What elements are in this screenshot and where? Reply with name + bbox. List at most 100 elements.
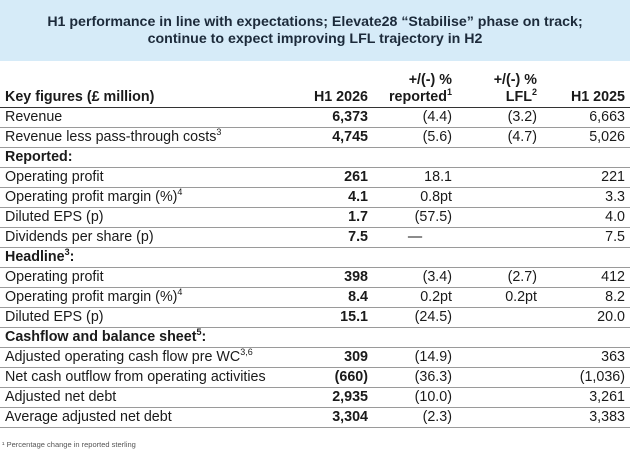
table-row: Net cash outflow from operating activiti… [0, 367, 630, 388]
cell-h1-2025: 20.0 [542, 307, 630, 328]
cell-lfl [457, 167, 542, 188]
header-lfl-sup: 2 [531, 86, 537, 97]
cell-h1-2025: 3,261 [542, 387, 630, 408]
section-title-suffix: : [69, 248, 75, 265]
header-h1-2025: H1 2025 [542, 67, 630, 108]
header-key-figures: Key figures (£ million) [0, 67, 290, 108]
cell-h1-2025: 4.0 [542, 207, 630, 228]
section-header-row: Headline3: [0, 246, 630, 268]
cell-lfl [457, 227, 542, 248]
section-header-row: Reported: [0, 146, 630, 168]
section-title-suffix: : [201, 328, 207, 345]
row-label: Diluted EPS (p) [0, 207, 290, 228]
row-label: Adjusted net debt [0, 387, 290, 408]
cell-reported: (2.3) [373, 407, 457, 428]
cell-h1-2026: (660) [290, 367, 373, 388]
row-label-text: Operating profit [5, 268, 104, 285]
row-label-text: Average adjusted net debt [5, 408, 172, 425]
section-title: Reported: [0, 146, 630, 168]
section-title: Headline3: [0, 246, 630, 268]
row-label: Operating profit margin (%)4 [0, 287, 290, 308]
cell-h1-2026: 4,745 [290, 127, 373, 148]
cell-h1-2026: 309 [290, 347, 373, 368]
headline-banner: H1 performance in line with expectations… [0, 0, 630, 61]
cell-h1-2025: 8.2 [542, 287, 630, 308]
section-title-sup: 3 [64, 247, 70, 257]
cell-h1-2026: 2,935 [290, 387, 373, 408]
table-row: Operating profit 398 (3.4) (2.7) 412 [0, 267, 630, 288]
footnote: ¹ Percentage change in reported sterling [2, 440, 136, 449]
row-label-text: Operating profit margin (%) [5, 188, 178, 205]
table-row: Operating profit margin (%)4 8.4 0.2pt 0.2p… [0, 287, 630, 308]
row-label-sup: 3,6 [240, 347, 253, 357]
cell-reported: (5.6) [373, 127, 457, 148]
cell-lfl [457, 187, 542, 208]
cell-h1-2025: 6,663 [542, 107, 630, 128]
row-label-text: Diluted EPS (p) [5, 308, 104, 325]
row-label: Operating profit [0, 167, 290, 188]
header-reported-sup: 1 [446, 86, 452, 97]
cell-h1-2026: 1.7 [290, 207, 373, 228]
header-reported-line2: reported [388, 88, 447, 105]
row-label-text: Operating profit margin (%) [5, 288, 178, 305]
cell-h1-2026: 15.1 [290, 307, 373, 328]
table-row: Revenue 6,373 (4.4) (3.2) 6,663 [0, 107, 630, 128]
header-lfl: +/(-) % LFL2 [457, 67, 542, 108]
cell-reported: (3.4) [373, 267, 457, 288]
row-label-text: Adjusted net debt [5, 388, 117, 405]
cell-h1-2025: 363 [542, 347, 630, 368]
cell-lfl: (4.7) [457, 127, 542, 148]
cell-reported: — [373, 227, 457, 248]
table-body: Revenue 6,373 (4.4) (3.2) 6,663 Revenue less … [0, 107, 630, 428]
cell-h1-2025: 3.3 [542, 187, 630, 208]
cell-reported: 18.1 [373, 167, 457, 188]
header-reported: +/(-) % reported1 [373, 67, 457, 108]
row-label: Net cash outflow from operating activiti… [0, 367, 290, 388]
header-reported-line1: +/(-) % [408, 71, 452, 88]
cell-h1-2025: 3,383 [542, 407, 630, 428]
table-row: Diluted EPS (p) 15.1 (24.5) 20.0 [0, 307, 630, 328]
table-header-row: Key figures (£ million) H1 2026 +/(-) % r… [0, 67, 630, 108]
table-row: Revenue less pass-through costs3 4,745 (5.… [0, 127, 630, 148]
cell-h1-2026: 3,304 [290, 407, 373, 428]
row-label-sup: 4 [177, 287, 183, 297]
cell-reported: (24.5) [373, 307, 457, 328]
cell-lfl: (2.7) [457, 267, 542, 288]
key-figures-table: Key figures (£ million) H1 2026 +/(-) % r… [0, 67, 630, 428]
row-label-text: Revenue [5, 108, 63, 125]
section-header-row: Cashflow and balance sheet5: [0, 326, 630, 348]
cell-lfl: (3.2) [457, 107, 542, 128]
cell-h1-2026: 7.5 [290, 227, 373, 248]
row-label: Dividends per share (p) [0, 227, 290, 248]
row-label: Operating profit margin (%)4 [0, 187, 290, 208]
banner-line-2: continue to expect improving LFL traject… [147, 30, 483, 47]
row-label: Revenue less pass-through costs3 [0, 127, 290, 148]
cell-reported: 0.8pt [373, 187, 457, 208]
row-label-text: Dividends per share (p) [5, 228, 154, 245]
cell-h1-2026: 398 [290, 267, 373, 288]
row-label-text: Diluted EPS (p) [5, 208, 104, 225]
cell-reported: (57.5) [373, 207, 457, 228]
cell-reported: (10.0) [373, 387, 457, 408]
banner-line-1: H1 performance in line with expectations… [47, 13, 583, 30]
cell-reported: (4.4) [373, 107, 457, 128]
table-row: Average adjusted net debt 3,304 (2.3) 3,383 [0, 407, 630, 428]
cell-lfl: 0.2pt [457, 287, 542, 308]
section-title-text: Cashflow and balance sheet [5, 328, 197, 345]
row-label-text: Operating profit [5, 168, 104, 185]
cell-h1-2026: 8.4 [290, 287, 373, 308]
table-row: Operating profit margin (%)4 4.1 0.8pt 3.3 [0, 187, 630, 208]
row-label-text: Adjusted operating cash flow pre WC [5, 348, 241, 365]
row-label: Revenue [0, 107, 290, 128]
table-row: Adjusted operating cash flow pre WC3,6 30… [0, 347, 630, 368]
cell-lfl [457, 367, 542, 388]
cell-h1-2026: 6,373 [290, 107, 373, 128]
cell-lfl [457, 407, 542, 428]
section-title-sup: 5 [196, 327, 202, 337]
row-label: Diluted EPS (p) [0, 307, 290, 328]
row-label-sup: 4 [177, 187, 183, 197]
cell-h1-2026: 4.1 [290, 187, 373, 208]
section-title-text: Reported: [5, 148, 73, 165]
cell-reported: (14.9) [373, 347, 457, 368]
cell-lfl [457, 207, 542, 228]
